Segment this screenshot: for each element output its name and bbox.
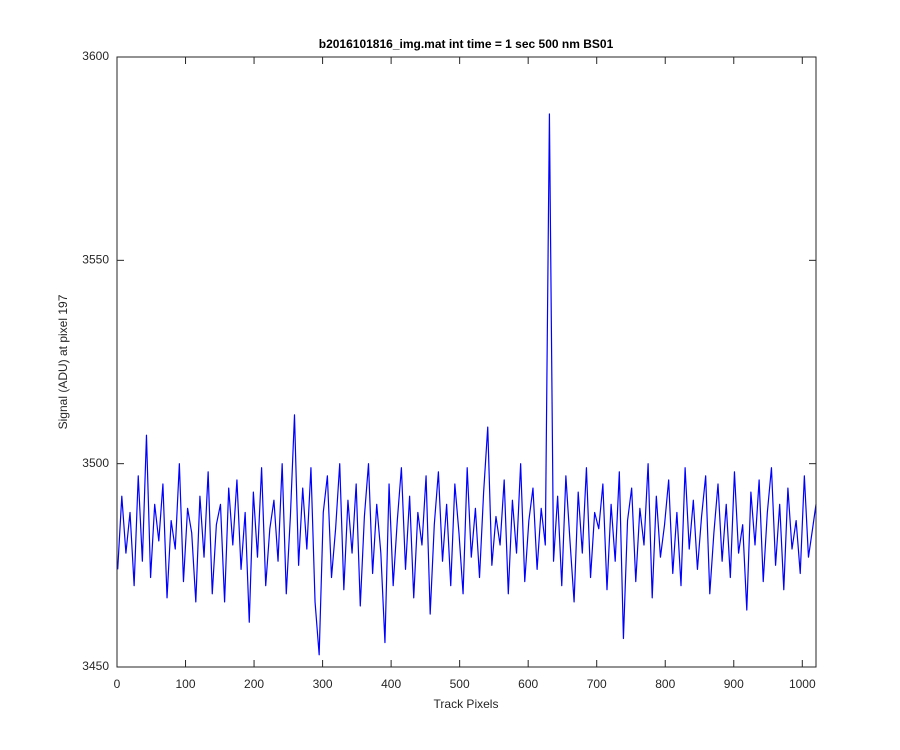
x-tick-label: 0 [114,677,121,691]
axes-box [116,56,817,668]
x-tick-label: 600 [518,677,538,691]
x-tick-label: 300 [313,677,333,691]
y-axis-label: Signal (ADU) at pixel 197 [56,294,70,429]
data-line [117,113,817,656]
x-tick-label: 500 [450,677,470,691]
y-tick-label: 3550 [82,253,109,267]
chart-title: b2016101816_img.mat int time = 1 sec 500… [319,37,614,51]
x-tick-label: 1000 [789,677,816,691]
y-tick-label: 3500 [82,456,109,470]
plot-area [117,113,817,656]
x-tick-label: 100 [176,677,196,691]
x-tick-label: 900 [724,677,744,691]
y-tick-label: 3450 [82,659,109,673]
x-tick-label: 700 [587,677,607,691]
x-tick-label: 200 [244,677,264,691]
x-tick-label: 400 [381,677,401,691]
x-axis-label: Track Pixels [434,697,499,711]
y-tick-label: 3600 [82,49,109,63]
x-tick-label: 800 [655,677,675,691]
